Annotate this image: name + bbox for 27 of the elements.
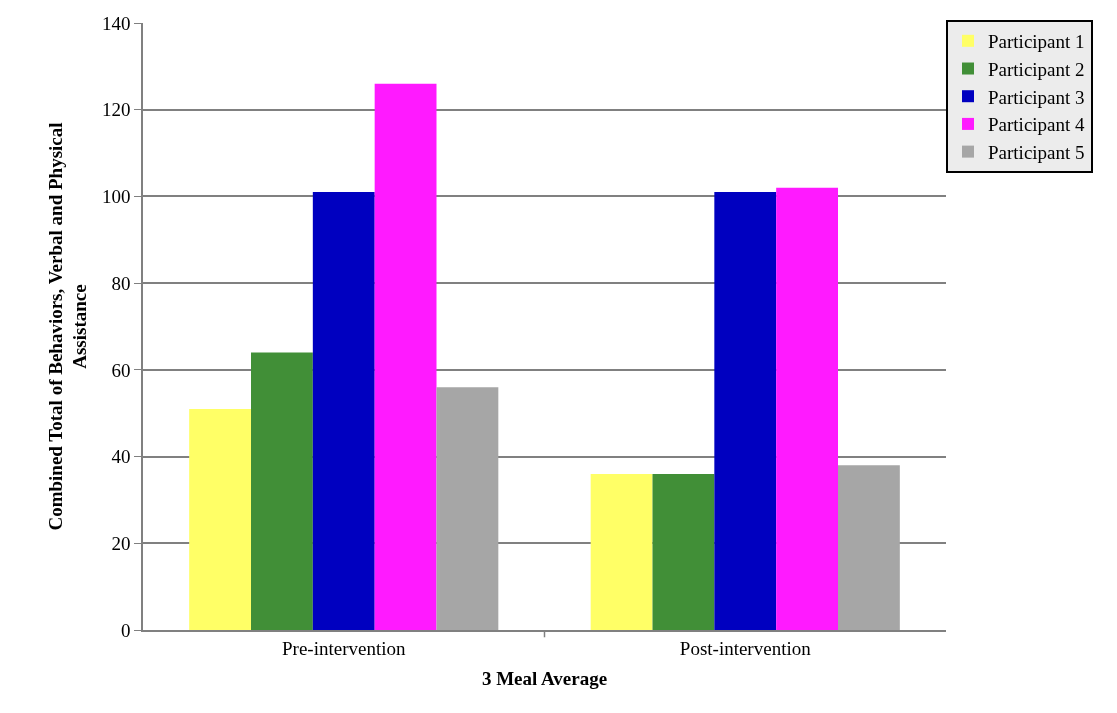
bar	[374, 83, 437, 630]
legend-label: Participant 1	[988, 31, 1085, 53]
bar	[590, 473, 653, 630]
bar	[436, 387, 499, 630]
legend-label: Participant 2	[988, 58, 1085, 80]
bar	[838, 465, 900, 630]
y-tick-label: 100	[101, 186, 131, 208]
y-axis-title: Combined Total of Behaviors, Verbal and Physical Assistance	[44, 122, 91, 531]
legend-label: Participant 5	[988, 142, 1085, 164]
bar	[652, 473, 715, 630]
y-tick-label: 40	[111, 446, 131, 468]
y-tick-label: 20	[111, 532, 131, 554]
bar	[312, 192, 375, 630]
y-tick-label: 120	[101, 99, 131, 121]
x-tick-label: Post-intervention	[679, 637, 812, 659]
legend-label: Participant 3	[988, 86, 1085, 108]
x-axis-title: 3 Meal Average	[481, 667, 608, 689]
y-tick-label: 60	[111, 359, 131, 381]
bar	[251, 352, 313, 630]
bar	[714, 192, 777, 630]
y-tick-label: 0	[120, 619, 131, 641]
y-tick-label: 140	[101, 12, 131, 34]
bar	[776, 187, 838, 630]
y-tick-label: 80	[111, 272, 131, 294]
x-tick-label: Pre-intervention	[282, 637, 406, 659]
bar	[189, 408, 251, 630]
legend-label: Participant 4	[988, 114, 1086, 136]
